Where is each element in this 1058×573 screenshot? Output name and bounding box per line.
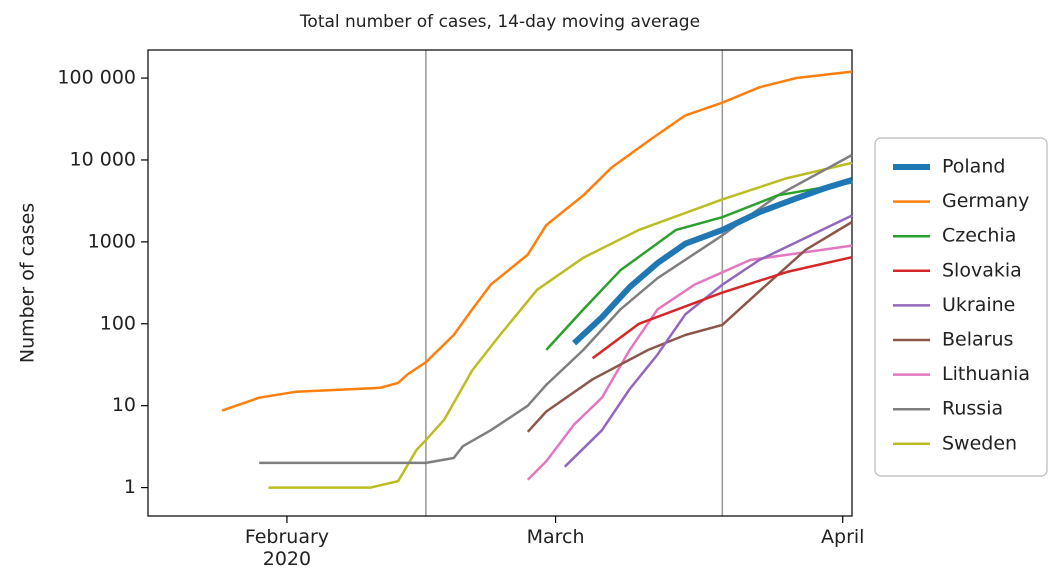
line-series	[268, 161, 853, 489]
legend-label: Russia	[942, 398, 1003, 420]
chart-title: Total number of cases, 14-day moving ave…	[299, 12, 700, 32]
y-tick-label: 1000	[88, 230, 136, 252]
x-tick-label: February 2020	[244, 526, 330, 570]
legend-label: Czechia	[942, 225, 1016, 247]
line-series	[591, 255, 853, 360]
y-tick-label: 100 000	[57, 67, 136, 89]
line-series	[526, 220, 853, 433]
legend-label: Poland	[942, 156, 1005, 178]
line-series	[259, 153, 853, 465]
line-series	[526, 244, 853, 481]
legend-label: Ukraine	[942, 294, 1015, 316]
legend-label: Germany	[942, 190, 1029, 212]
legend-box	[874, 137, 1048, 477]
legend-label: Belarus	[942, 329, 1013, 351]
plot-frame	[147, 49, 853, 517]
y-tick-label: 1	[124, 476, 136, 498]
legend-label: Lithuania	[942, 363, 1030, 385]
y-tick-label: 100	[100, 312, 136, 334]
line-series	[563, 214, 853, 468]
legend-label: Sweden	[942, 432, 1017, 454]
legend-label: Slovakia	[942, 259, 1022, 281]
y-axis-label: Number of cases	[17, 203, 39, 363]
y-tick-label: 10 000	[70, 148, 136, 170]
x-tick-label: March	[526, 526, 585, 548]
line-series	[545, 181, 853, 351]
x-tick-label: April	[821, 526, 865, 548]
line-series	[572, 177, 853, 346]
line-series	[221, 70, 853, 412]
y-tick-label: 10	[112, 394, 136, 416]
